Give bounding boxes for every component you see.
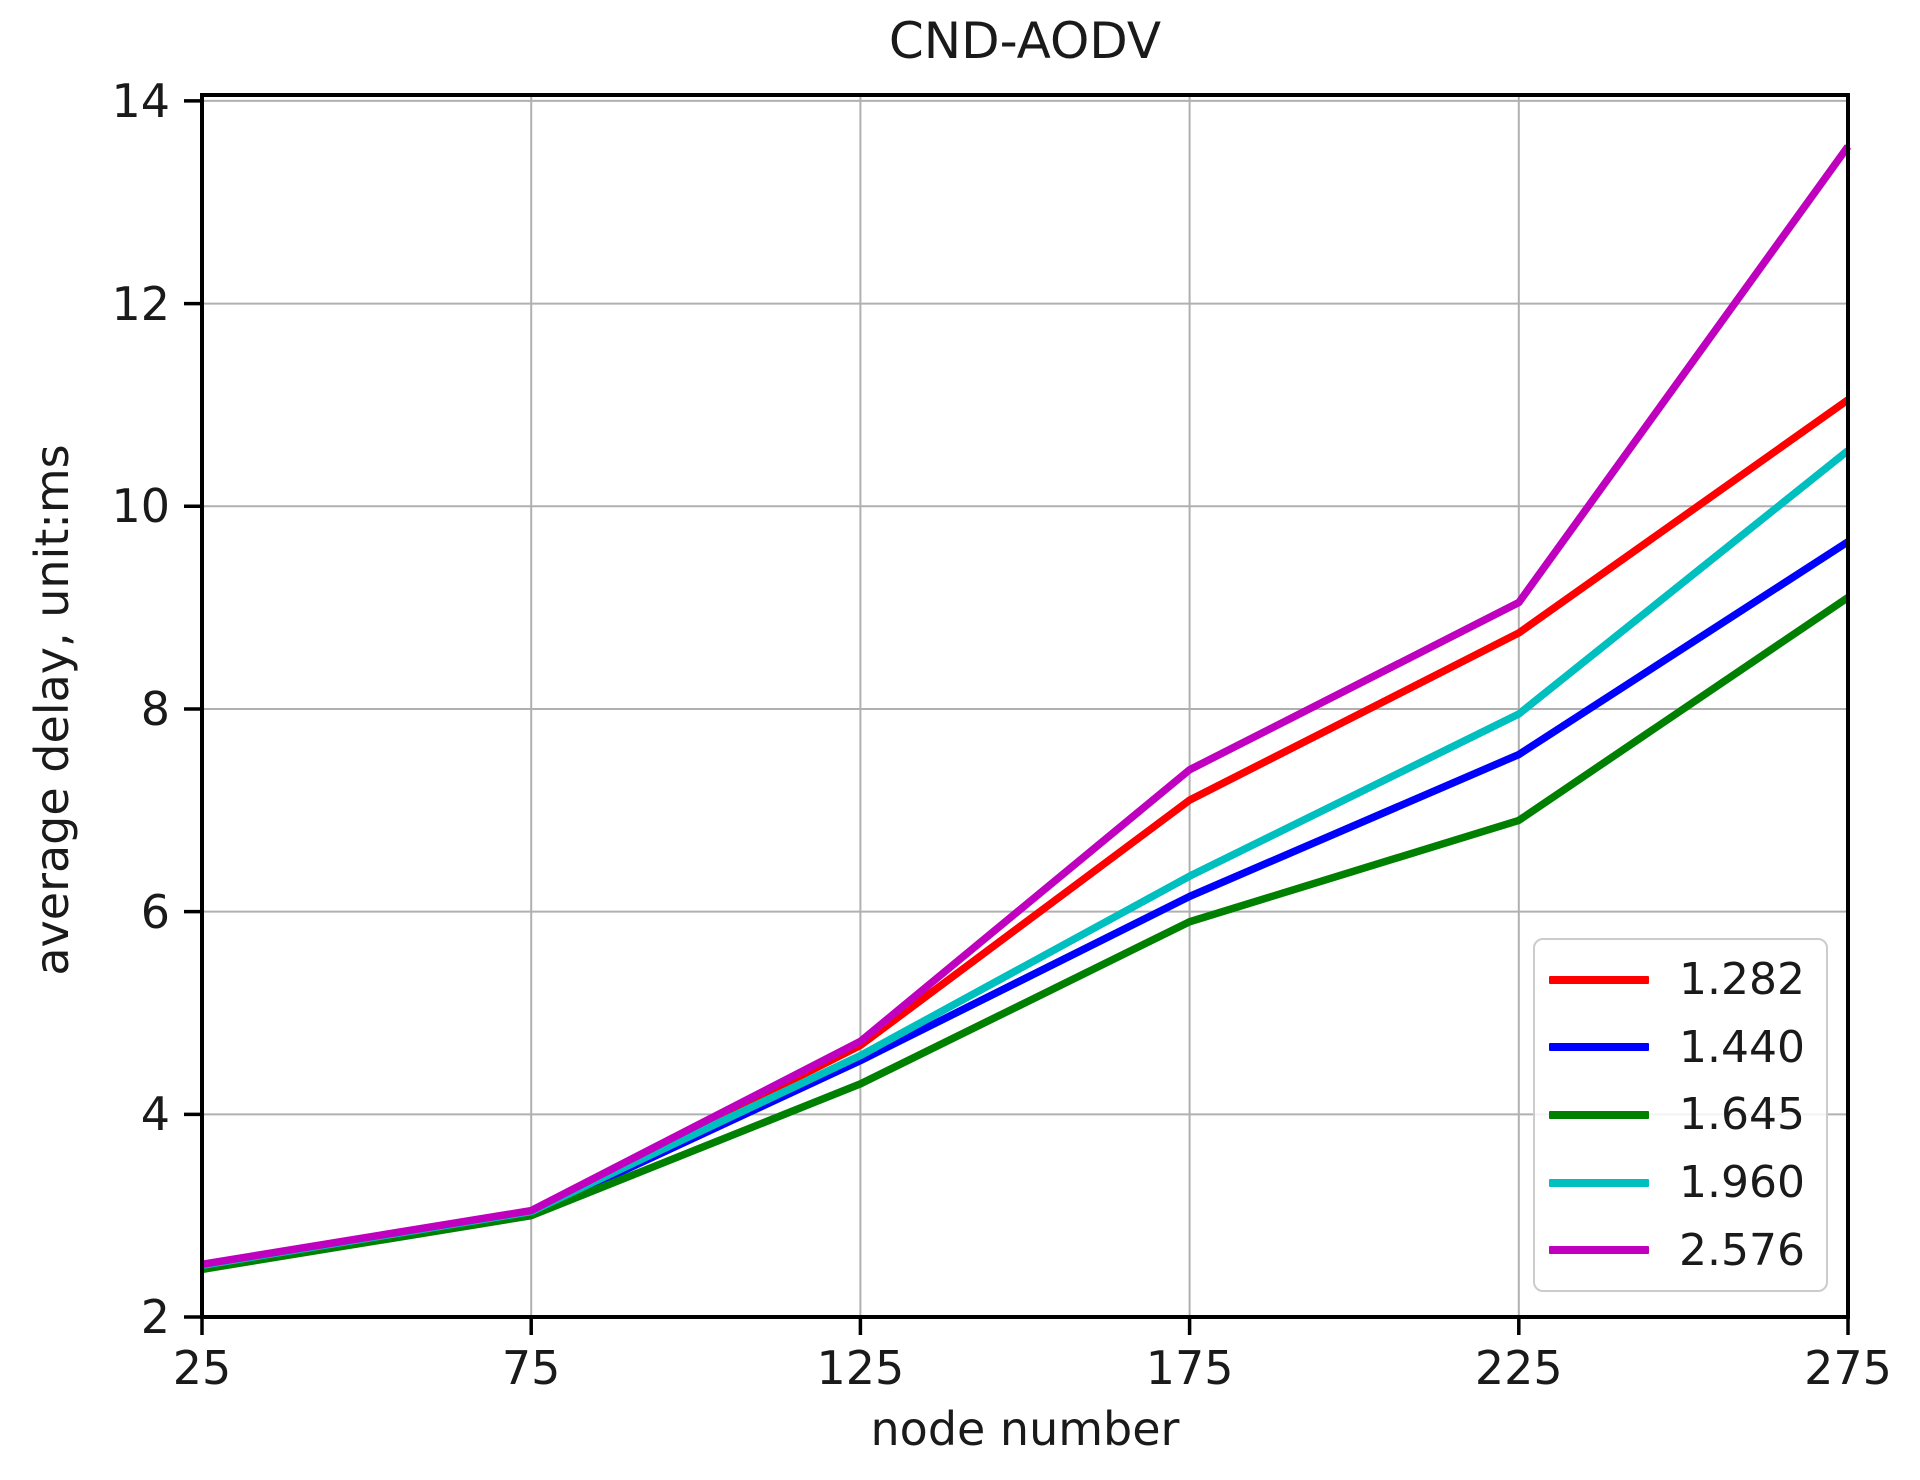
- legend-item: 1.440: [1535, 1015, 1826, 1079]
- legend-line-swatch: [1549, 1043, 1649, 1052]
- series-line-2.576: [201, 144, 1852, 1269]
- y-tick-label: 10: [111, 479, 170, 534]
- legend: 1.282 1.440 1.645 1.960 2.576: [1533, 938, 1828, 1292]
- legend-line-swatch: [1549, 1178, 1649, 1187]
- y-tick-label: 12: [111, 276, 170, 331]
- legend-item: 1.960: [1535, 1151, 1826, 1215]
- x-tick-label: 175: [1145, 1341, 1234, 1395]
- y-tick-label: 4: [140, 1087, 170, 1142]
- x-axis-label: node number: [870, 1402, 1180, 1456]
- legend-line-swatch: [1549, 1246, 1649, 1255]
- legend-item: 1.282: [1535, 948, 1826, 1012]
- y-axis-label: average delay, unit:ms: [25, 444, 79, 976]
- x-tick-label: 125: [816, 1341, 905, 1395]
- x-tick-label: 275: [1804, 1341, 1892, 1395]
- legend-label: 1.440: [1679, 1021, 1805, 1073]
- legend-item: 2.576: [1535, 1218, 1826, 1282]
- legend-line-swatch: [1549, 1110, 1649, 1119]
- series-line-1.645: [201, 594, 1851, 1274]
- legend-label: 1.282: [1679, 954, 1805, 1006]
- axes-spines: [200, 93, 1850, 1319]
- y-tick-label: 14: [111, 73, 170, 128]
- legend-label: 1.960: [1679, 1157, 1805, 1209]
- y-tick-label: 2: [140, 1290, 170, 1344]
- chart-title: CND-AODV: [888, 12, 1162, 70]
- legend-line-swatch: [1549, 975, 1649, 984]
- x-tick-label: 225: [1474, 1341, 1563, 1395]
- legend-label: 1.645: [1679, 1089, 1805, 1141]
- y-tick-label: 6: [140, 884, 170, 939]
- y-tick-label: 8: [140, 681, 170, 736]
- x-tick-label: 25: [172, 1341, 232, 1395]
- x-tick-label: 75: [501, 1341, 561, 1395]
- legend-item: 1.645: [1535, 1083, 1826, 1147]
- legend-label: 2.576: [1679, 1224, 1805, 1276]
